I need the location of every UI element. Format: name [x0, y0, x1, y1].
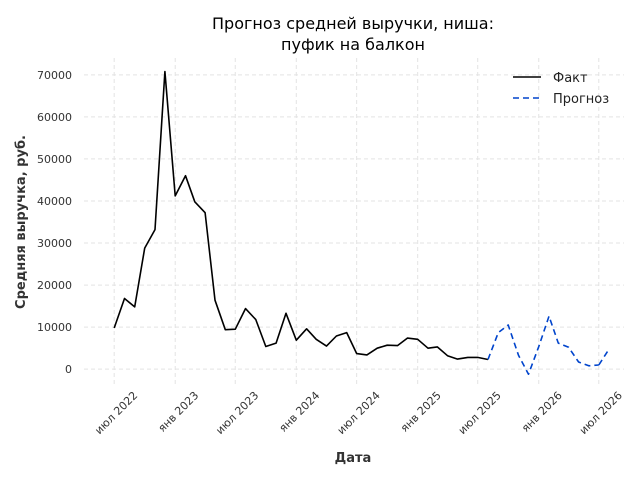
x-axis-ticks: июл 2022 янв 2023 июл 2023 янв 2024 июл 2024… [92, 389, 625, 437]
x-tick-label: июл 2025 [456, 389, 504, 437]
y-tick-label: 30000 [37, 237, 72, 250]
legend: Факт Прогноз [513, 71, 609, 107]
x-axis-label: Дата [335, 451, 372, 466]
series-lines [113, 70, 610, 376]
x-tick-label: июл 2023 [213, 389, 261, 437]
legend-label-forecast: Прогноз [553, 92, 609, 107]
chart-title-line-2: пуфик на балкон [281, 35, 425, 54]
x-tick-label: янв 2025 [398, 389, 444, 435]
grid [84, 58, 624, 386]
series-line-1 [487, 315, 599, 376]
y-tick-label: 20000 [37, 279, 72, 292]
legend-label-fact: Факт [553, 71, 588, 86]
series-line-2 [598, 348, 610, 366]
chart-title-line-1: Прогноз средней выручки, ниша: [212, 14, 494, 33]
y-tick-label: 60000 [37, 111, 72, 124]
y-tick-label: 50000 [37, 153, 72, 166]
x-tick-label: июл 2022 [92, 389, 140, 437]
x-tick-label: июл 2026 [577, 389, 625, 437]
x-tick-label: янв 2026 [519, 389, 565, 435]
y-axis-label: Средняя выручка, руб. [14, 135, 29, 309]
series-line-0 [113, 70, 489, 361]
y-tick-label: 70000 [37, 69, 72, 82]
y-tick-label: 40000 [37, 195, 72, 208]
x-tick-label: янв 2024 [277, 389, 323, 435]
y-tick-label: 10000 [37, 321, 72, 334]
x-tick-label: июл 2024 [335, 389, 383, 437]
y-axis-ticks: 0 10000 20000 30000 40000 50000 60000 70000 [37, 69, 72, 376]
x-tick-label: янв 2023 [156, 389, 202, 435]
y-tick-label: 0 [65, 363, 72, 376]
